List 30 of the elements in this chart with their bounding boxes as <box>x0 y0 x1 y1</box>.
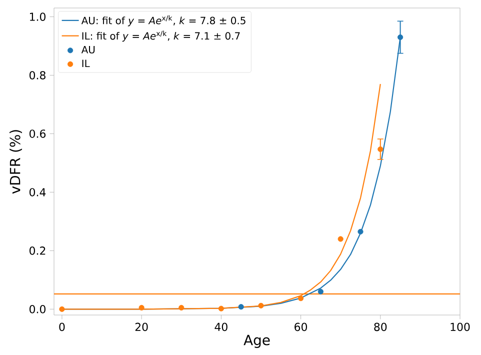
legend-label: AU <box>81 46 95 54</box>
point <box>338 236 344 242</box>
point <box>378 146 384 152</box>
y-tick-label: 1.0 <box>30 12 46 21</box>
y-tick-label: 0.0 <box>30 305 46 314</box>
x-tick-label: 0 <box>59 322 65 332</box>
point <box>238 304 244 310</box>
legend-label: AU: fit of y = Ae$^{x/k}$, k = 7.8 ± 0.5 <box>81 15 246 26</box>
point <box>318 288 324 294</box>
point <box>218 306 224 312</box>
x-tick-label: 60 <box>294 322 308 332</box>
x-tick-label: 20 <box>135 322 148 332</box>
point <box>298 296 304 302</box>
point <box>358 228 364 234</box>
x-axis-title: Age <box>244 334 270 348</box>
point <box>398 34 404 40</box>
legend-label: IL: fit of y = Ae$^{x/k}$, k = 7.1 ± 0.7 <box>82 30 240 42</box>
x-tick-label: 100 <box>450 322 470 332</box>
legend-label: IL <box>82 60 90 68</box>
y-axis-title: vDFR (%) <box>10 130 22 194</box>
y-tick-label: 0.4 <box>30 188 46 196</box>
point <box>258 302 264 308</box>
y-tick-label: 0.2 <box>30 246 46 255</box>
y-tick-label: 0.8 <box>30 71 46 80</box>
point <box>59 306 65 312</box>
point <box>178 304 184 310</box>
y-tick-label: 0.6 <box>30 130 46 138</box>
point <box>138 304 144 310</box>
x-tick-label: 80 <box>374 322 387 332</box>
x-tick-label: 40 <box>214 322 228 332</box>
